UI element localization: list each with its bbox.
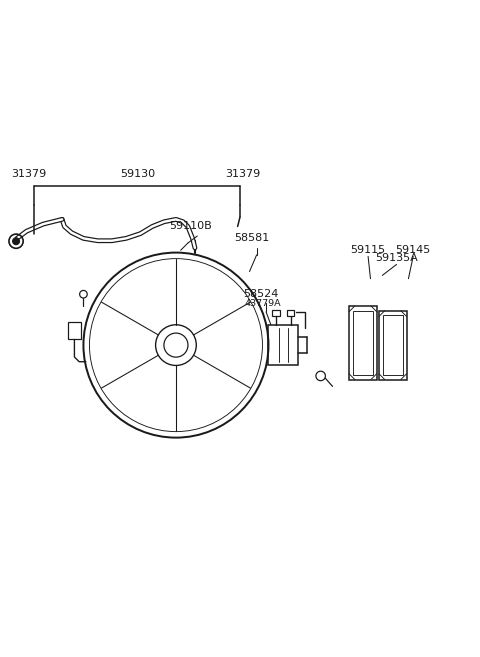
- Bar: [379, 311, 407, 380]
- Text: 59130: 59130: [120, 169, 156, 179]
- Text: 58524: 58524: [244, 289, 279, 299]
- Bar: [353, 311, 373, 374]
- Bar: [272, 309, 280, 317]
- Text: 31379: 31379: [11, 169, 47, 179]
- Bar: [349, 306, 377, 380]
- Circle shape: [13, 238, 19, 244]
- Text: 31379: 31379: [225, 169, 260, 179]
- Text: 43779A: 43779A: [244, 299, 281, 307]
- Text: 59115: 59115: [350, 245, 385, 255]
- Bar: [287, 309, 294, 317]
- Text: 59145: 59145: [396, 245, 431, 255]
- Bar: [68, 323, 81, 340]
- Text: 59135A: 59135A: [375, 253, 418, 263]
- Bar: [268, 325, 298, 365]
- Bar: [383, 315, 403, 374]
- Text: 58581: 58581: [234, 233, 269, 243]
- Text: 59110B: 59110B: [169, 221, 212, 231]
